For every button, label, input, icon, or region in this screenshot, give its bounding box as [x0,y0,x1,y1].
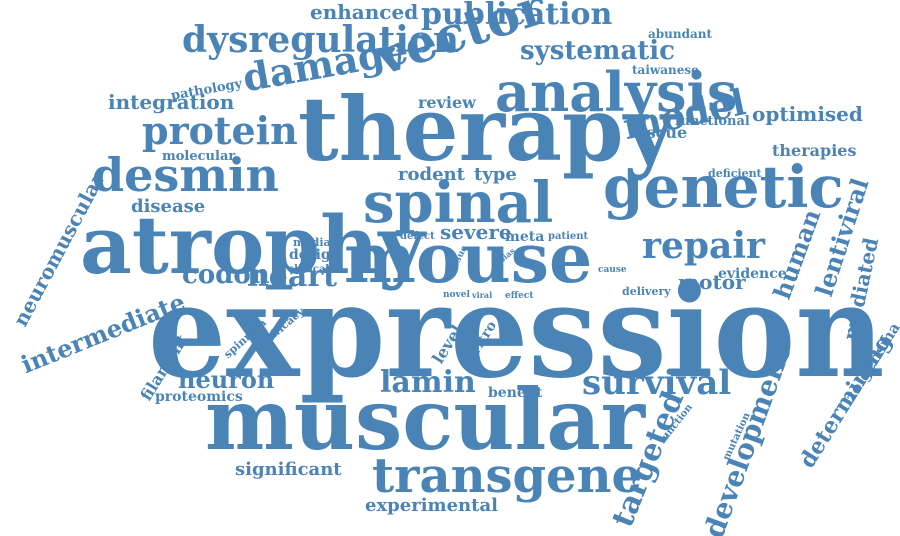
word-therapy: therapy [298,77,675,181]
word-clinical: clinical [288,264,330,275]
word-survival: survival [582,363,732,403]
word-integration: integration [108,90,235,114]
word-evidence: evidence [718,266,787,282]
word-mouse: mouse [344,219,593,299]
word-molecular: molecular [162,149,236,164]
word-publication: publication [421,0,613,32]
word-heart: heart [247,259,337,294]
word-deficient: deficient [708,167,762,180]
word-rodent: rodent [398,164,465,185]
word-defect: defect [400,231,435,242]
word-delivery: delivery [622,285,671,298]
word-neuron: neuron [178,365,275,394]
word-codon: codon [182,260,270,290]
word-desmin: desmin [92,148,279,202]
word-motor: motor [678,270,746,294]
word-disease: disease [131,196,206,217]
word-experimental: experimental [365,495,498,516]
word-enhanced: enhanced [310,0,419,24]
word-proteomics: proteomics [155,389,243,405]
word-functional: functional [675,114,750,129]
word-therapies: therapies [772,141,857,160]
word-genetic: genetic [603,153,844,221]
word-patient: patient [548,231,589,242]
word-muscular: muscular [205,370,646,469]
word-lamin: lamin [380,365,476,400]
word-meta: meta [505,229,545,245]
word-review: review [418,93,476,112]
word-optimised: optimised [752,102,863,126]
word-repair: repair [642,225,766,267]
word-dysregulation: dysregulation [182,19,460,61]
word-benefit: benefit [488,385,543,401]
word-cause: cause [598,265,627,275]
word-spinal: spinal [363,170,554,236]
word-type: type [474,164,517,185]
word-significant: significant [235,459,342,480]
word-transgene: transgene [372,448,643,504]
word-severe: severe [440,220,512,244]
word-protein: protein [142,108,298,153]
word-abundant: abundant [648,27,713,41]
word-median: median [293,236,339,249]
word-expression: expression [148,257,885,407]
word-design: design [289,247,341,263]
word-atrophy: atrophy [80,198,425,292]
word-effect: effect [505,291,534,301]
word-taiwanese: taiwanese [632,63,699,77]
word-novel: novel [443,290,470,300]
word-rescue: rescue [628,123,688,142]
word-analysis: analysis [495,60,738,124]
word-viral: viral [472,290,493,300]
word-systematic: systematic [520,36,676,66]
